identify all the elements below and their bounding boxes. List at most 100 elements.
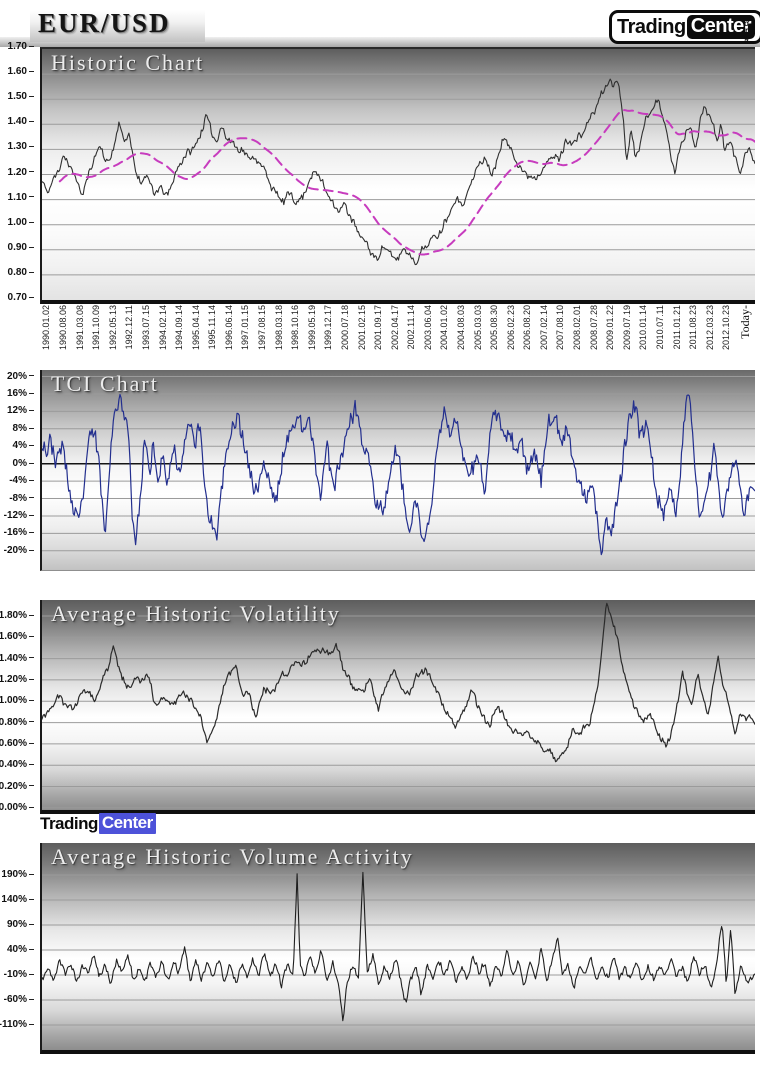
y-axis-label: 1.40 <box>0 115 34 128</box>
x-axis-label: 2008.02.01 <box>572 305 583 351</box>
y-axis-label: 1.60% <box>0 630 34 643</box>
x-axis-label: 1999.12.17 <box>323 305 334 351</box>
x-axis-label: Today- <box>737 305 752 339</box>
y-axis-label: -20% <box>0 544 34 557</box>
y-axis-label: 12% <box>0 404 34 417</box>
tci-line <box>42 393 755 556</box>
volume-line <box>42 871 755 1022</box>
x-axis-label: 1994.09.14 <box>174 305 185 351</box>
x-axis-label: 1994.02.14 <box>157 305 168 351</box>
x-axis-label: 1999.05.19 <box>306 305 317 351</box>
y-axis-label: 0.20% <box>0 780 34 793</box>
x-axis-label: 2007.08.10 <box>555 305 566 351</box>
x-axis-label: 2008.07.28 <box>588 305 599 351</box>
y-axis-label: 0.80 <box>0 266 34 279</box>
x-axis-label: 1991.10.09 <box>91 305 102 351</box>
y-axis-label: 8% <box>0 422 34 435</box>
y-axis-label: 0.60% <box>0 737 34 750</box>
tci-chart-section: TCI Chart 20% 16% 12% 8% 4% 0% -4% -8% -12% -16% -… <box>4 370 755 571</box>
x-axis-label: 2000.07.18 <box>339 305 350 351</box>
y-axis-label: 1.60 <box>0 65 34 78</box>
y-axis-label: 190% <box>0 868 34 881</box>
x-axis-label: 2002.04.17 <box>389 305 400 351</box>
tci-chart-canvas <box>42 376 755 556</box>
volatility-chart-canvas <box>42 602 755 809</box>
x-axis-label: 1995.11.14 <box>207 305 218 350</box>
logo-trading-text: Trading <box>40 813 98 833</box>
chart-title: Average Historic Volume Activity <box>51 844 414 869</box>
pair-title: EUR/USD <box>30 6 205 42</box>
x-axis-label: 2010.07.11 <box>654 305 665 350</box>
x-axis-label: 2006.02.23 <box>505 305 516 351</box>
logo-center-text: Center <box>686 15 756 39</box>
x-axis-label: 1990.08.06 <box>58 305 69 351</box>
y-axis-label: 140% <box>0 893 34 906</box>
tradingcenter-logo-small[interactable]: Trading Center <box>40 813 156 834</box>
y-axis-label: 1.40% <box>0 652 34 665</box>
x-axis-label: 2011.08.23 <box>688 305 699 350</box>
y-axis-label: 0% <box>0 457 34 470</box>
y-axis-label: -8% <box>0 492 34 505</box>
y-axis-label: 4% <box>0 439 34 452</box>
y-axis-label: -60% <box>0 993 34 1006</box>
y-axis-label: 16% <box>0 387 34 400</box>
x-axis-label: 2005.08.30 <box>489 305 500 351</box>
y-axis-label: 40% <box>0 943 34 956</box>
volatility-plot-area: Average Historic Volatility <box>40 600 755 814</box>
x-axis-label: 1993.07.15 <box>140 305 151 351</box>
x-axis-label: 2004.01.02 <box>439 305 450 351</box>
y-axis-label: 20% <box>0 370 34 383</box>
y-axis-label: -110% <box>0 1018 34 1031</box>
x-axis-label: 2012.10.23 <box>721 305 732 351</box>
x-axis-label: 1995.04.14 <box>190 305 201 351</box>
y-axis-label: -12% <box>0 509 34 522</box>
volatility-line <box>42 602 755 763</box>
y-axis-label: 1.70 <box>0 40 34 53</box>
y-axis-label: 1.00 <box>0 216 34 229</box>
y-axis-label: 0.00% <box>0 801 34 814</box>
historic-chart-section: Historic Chart 1.70 1.60 1.50 1.40 1.30 1.20 1… <box>8 41 755 350</box>
x-axis-label: 2012.03.23 <box>704 305 715 351</box>
y-axis-label: -16% <box>0 526 34 539</box>
chart-title: TCI Chart <box>51 371 159 396</box>
y-axis-label: 1.30 <box>0 140 34 153</box>
chart-title: Historic Chart <box>51 50 205 75</box>
y-axis-label: 90% <box>0 918 34 931</box>
logo-trading-text: Trading <box>617 15 686 38</box>
x-axis-label: 2006.08.20 <box>522 305 533 351</box>
x-axis-label: 1992.05.13 <box>107 305 118 351</box>
y-axis-label: 1.80% <box>0 609 34 622</box>
x-axis-label: 1990.01.02 <box>41 305 52 351</box>
x-axis-label: 1997.01.15 <box>240 305 251 351</box>
price-line <box>42 78 755 266</box>
volume-chart-section: Average Historic Volume Activity 190% 140… <box>0 843 755 1054</box>
historic-plot-area: Historic Chart <box>40 47 755 304</box>
y-axis-label: 0.40% <box>0 758 34 771</box>
chart-title: Average Historic Volatility <box>51 601 341 626</box>
x-axis-label: 2009.07.19 <box>621 305 632 351</box>
x-axis-label: 1998.10.16 <box>290 305 301 351</box>
x-axis-label: 2005.03.03 <box>472 305 483 351</box>
x-axis-label: 1998.03.18 <box>273 305 284 351</box>
y-axis-label: -10% <box>0 968 34 981</box>
volatility-chart-section: Average Historic Volatility 1.80% 1.60% 1.… <box>0 600 755 814</box>
logo-center-text: Center <box>98 813 156 834</box>
y-axis-label: 1.20 <box>0 166 34 179</box>
logo-org-suffix: .org <box>742 12 751 40</box>
moving-average-line <box>58 109 755 256</box>
x-axis-label: 2001.02.15 <box>356 305 367 351</box>
x-axis-label: 1997.08.15 <box>257 305 268 351</box>
tradingcenter-logo[interactable]: Trading Center <box>609 10 760 44</box>
y-axis-label: 1.10 <box>0 191 34 204</box>
y-axis-label: 1.00% <box>0 694 34 707</box>
x-axis-label: 2010.01.14 <box>638 305 649 351</box>
y-axis-label: -4% <box>0 474 34 487</box>
x-axis-label: 1996.06.14 <box>223 305 234 351</box>
x-axis-label: 2004.08.03 <box>455 305 466 351</box>
historic-chart-canvas <box>42 73 755 276</box>
y-axis-label: 1.50 <box>0 90 34 103</box>
volume-plot-area: Average Historic Volume Activity <box>40 843 755 1054</box>
x-axis-label: 1992.12.11 <box>124 305 135 350</box>
tci-plot-area: TCI Chart <box>40 370 755 571</box>
